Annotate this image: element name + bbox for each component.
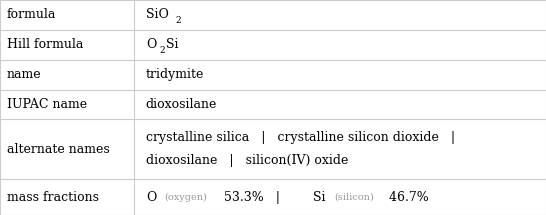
Text: Si: Si xyxy=(312,190,325,204)
Text: SiO: SiO xyxy=(146,8,169,22)
Text: name: name xyxy=(7,68,41,81)
Text: formula: formula xyxy=(7,8,56,22)
Text: O: O xyxy=(146,38,156,51)
Text: O: O xyxy=(146,190,156,204)
Text: crystalline silica   |   crystalline silicon dioxide   |: crystalline silica | crystalline silicon… xyxy=(146,131,455,144)
Text: mass fractions: mass fractions xyxy=(7,190,98,204)
Text: dioxosilane   |   silicon(IV) oxide: dioxosilane | silicon(IV) oxide xyxy=(146,154,348,167)
Text: Si: Si xyxy=(167,38,179,51)
Text: Hill formula: Hill formula xyxy=(7,38,83,51)
Text: (silicon): (silicon) xyxy=(334,193,373,202)
Text: alternate names: alternate names xyxy=(7,143,109,156)
Text: 2: 2 xyxy=(175,17,181,25)
Text: tridymite: tridymite xyxy=(146,68,204,81)
Text: dioxosilane: dioxosilane xyxy=(146,98,217,111)
Text: (oxygen): (oxygen) xyxy=(164,192,207,202)
Text: 2: 2 xyxy=(159,46,165,55)
Text: 53.3%   |: 53.3% | xyxy=(219,190,292,204)
Text: IUPAC name: IUPAC name xyxy=(7,98,87,111)
Text: 46.7%: 46.7% xyxy=(385,190,429,204)
